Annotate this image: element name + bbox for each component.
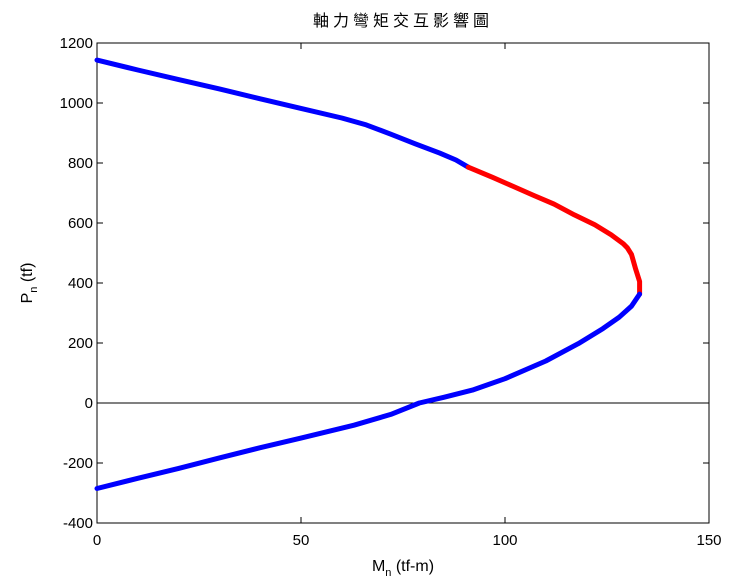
x-tick-label: 50 <box>293 532 310 549</box>
y-tick-label: 200 <box>68 335 93 352</box>
plot-area <box>96 42 710 524</box>
x-axis-ticks: 0 50 100 150 <box>93 43 722 549</box>
y-tick-label: 800 <box>68 155 93 172</box>
y-axis-ticks: -400 -200 0 200 400 600 800 1000 1200 <box>60 35 709 532</box>
y-tick-label: 400 <box>68 275 93 292</box>
series-line-1 <box>94 57 471 170</box>
y-tick-label: 1000 <box>60 95 93 112</box>
y-tick-label: 600 <box>68 215 93 232</box>
y-tick-label: 1200 <box>60 35 93 52</box>
y-axis-label-sub: n <box>28 287 40 293</box>
x-tick-label: 0 <box>93 532 101 549</box>
x-axis-label-sub: n <box>385 567 391 579</box>
y-tick-label: -200 <box>63 455 93 472</box>
x-axis-label: Mn (tf-m) <box>372 558 434 579</box>
x-axis-label-main: M <box>372 558 385 575</box>
y-tick-label: -400 <box>63 515 93 532</box>
series-line-2 <box>465 164 643 297</box>
series-group <box>94 57 643 491</box>
y-axis-label-main: P <box>19 293 36 304</box>
y-axis-label-rest: (tf) <box>19 263 36 287</box>
y-axis-label: Pn (tf) <box>19 263 40 304</box>
x-axis-label-rest: (tf-m) <box>391 558 434 575</box>
y-tick-label: 0 <box>85 395 93 412</box>
series-line-3 <box>94 291 643 491</box>
x-tick-label: 150 <box>696 532 721 549</box>
x-tick-label: 100 <box>492 532 517 549</box>
chart-title: 軸力彎矩交互影響圖 <box>313 11 493 30</box>
